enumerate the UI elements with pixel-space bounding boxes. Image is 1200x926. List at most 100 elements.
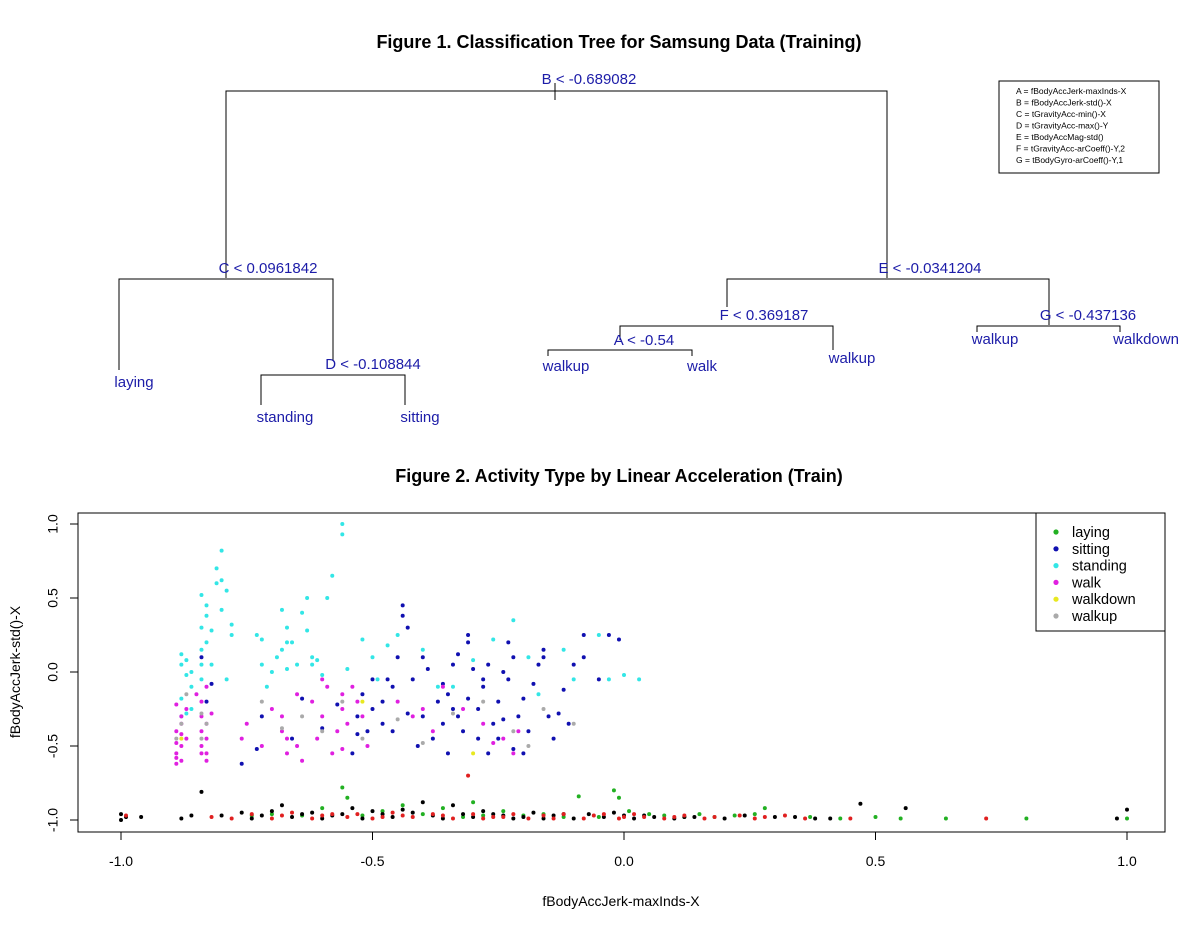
- y-tick-label: -0.5: [45, 734, 61, 758]
- data-point: [284, 667, 289, 672]
- data-point: [330, 751, 335, 756]
- data-point: [496, 736, 501, 741]
- data-point: [264, 684, 269, 689]
- data-point: [345, 721, 350, 726]
- data-point: [184, 711, 189, 716]
- data-point: [360, 692, 365, 697]
- data-point: [521, 815, 526, 820]
- data-point: [440, 813, 445, 818]
- data-point: [511, 812, 516, 817]
- leaf-walkdown: walkdown: [1112, 331, 1179, 348]
- data-point: [355, 699, 360, 704]
- legend-entry: laying: [1053, 525, 1110, 541]
- data-point: [199, 751, 204, 756]
- data-point: [214, 581, 219, 586]
- data-point: [320, 714, 325, 719]
- data-point: [360, 816, 365, 821]
- data-point: [481, 721, 486, 726]
- data-point: [330, 812, 335, 817]
- data-point: [365, 744, 370, 748]
- data-point: [320, 816, 325, 821]
- data-point: [174, 751, 179, 756]
- g-split-edge: [976, 325, 1121, 332]
- figure1-title: Figure 1. Classification Tree for Samsun…: [376, 32, 861, 52]
- data-point: [466, 633, 471, 637]
- data-point: [174, 729, 179, 734]
- legend-entry: walk: [1053, 575, 1102, 591]
- data-point: [606, 633, 611, 637]
- data-point: [601, 812, 606, 817]
- data-point: [541, 707, 546, 711]
- data-point: [199, 647, 204, 652]
- data-point: [179, 662, 184, 667]
- data-point: [380, 721, 385, 726]
- data-point: [793, 815, 798, 820]
- data-point: [838, 816, 843, 821]
- node-label-e: E < -0.0341204: [878, 260, 981, 277]
- data-point: [380, 815, 385, 820]
- y-tick-label: 1.0: [45, 514, 61, 534]
- data-point: [486, 751, 491, 756]
- data-point: [229, 633, 234, 637]
- variable-key: A = fBodyAccJerk-maxInds-X B = fBodyAccJ…: [998, 80, 1160, 174]
- data-point: [325, 596, 330, 600]
- data-point: [571, 816, 576, 821]
- data-point: [526, 655, 531, 660]
- data-point: [179, 732, 184, 737]
- data-point: [1125, 816, 1129, 821]
- legend-label: walk: [1071, 575, 1102, 591]
- data-point: [662, 813, 667, 818]
- c-split-edge: [118, 278, 334, 370]
- y-axis-title: fBodyAccJerk-std()-X: [7, 605, 23, 738]
- data-point: [682, 813, 687, 818]
- data-point: [179, 652, 184, 657]
- data-point: [456, 714, 461, 719]
- x-tick-label: -1.0: [109, 853, 133, 869]
- key-entry: G = tBodyGyro-arCoeff()-Y,1: [1016, 155, 1123, 165]
- data-point: [511, 746, 516, 751]
- data-point: [471, 667, 476, 672]
- data-point: [410, 810, 415, 815]
- legend-label: standing: [1072, 559, 1127, 575]
- data-point: [300, 758, 305, 763]
- data-point: [571, 677, 576, 682]
- series-walkdown: [179, 699, 476, 756]
- data-point: [632, 812, 637, 817]
- data-point: [430, 812, 435, 817]
- data-point: [345, 815, 350, 820]
- data-point: [199, 655, 204, 660]
- data-point: [315, 658, 320, 663]
- data-point: [259, 662, 264, 667]
- data-point: [204, 613, 209, 618]
- data-point: [224, 677, 229, 682]
- data-point: [596, 815, 601, 820]
- data-point: [420, 800, 425, 805]
- data-point: [511, 618, 516, 623]
- data-point: [269, 707, 274, 711]
- data-point: [491, 812, 496, 817]
- data-point: [199, 677, 204, 682]
- data-point: [1024, 816, 1029, 821]
- data-point: [184, 672, 189, 677]
- data-point: [471, 815, 476, 820]
- data-point: [320, 677, 325, 682]
- data-point: [340, 707, 345, 711]
- data-point: [199, 711, 204, 716]
- data-point: [290, 810, 295, 815]
- data-point: [400, 803, 405, 808]
- data-point: [440, 684, 445, 689]
- data-point: [209, 815, 214, 820]
- data-point: [471, 800, 476, 805]
- data-point: [561, 687, 566, 692]
- data-point: [637, 677, 642, 682]
- data-point: [501, 736, 506, 741]
- legend-swatch: [1053, 579, 1059, 586]
- data-point: [119, 812, 123, 817]
- data-point: [340, 785, 345, 790]
- y-tick-label: 0.0: [45, 662, 61, 682]
- d-split-edge: [260, 374, 406, 405]
- data-point: [471, 751, 476, 756]
- data-point: [174, 755, 179, 760]
- data-point: [350, 751, 355, 756]
- node-label-a: A < -0.54: [614, 332, 674, 349]
